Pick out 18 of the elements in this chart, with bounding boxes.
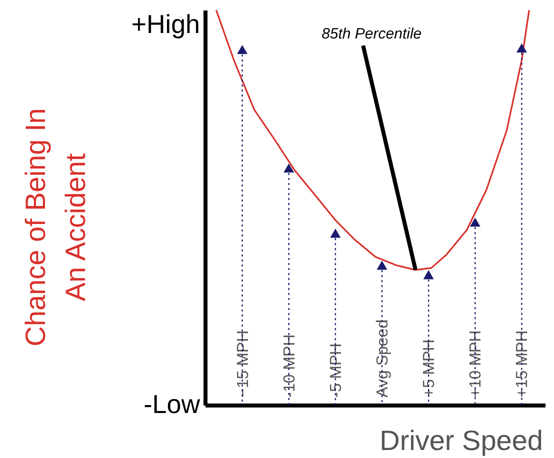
- x-tick-label: +15 MPH: [514, 330, 532, 398]
- x-axis-title: Driver Speed: [380, 425, 543, 456]
- point: [423, 270, 434, 280]
- x-tick-label: -5 MPH: [328, 343, 345, 398]
- x-tick-label: −15 MPH: [234, 330, 252, 398]
- point: [376, 260, 388, 270]
- x-tick-label: +10 MPH: [468, 330, 485, 398]
- annotation: 85th Percentile: [322, 26, 422, 43]
- point: [516, 43, 527, 52]
- x-tick-label: -10 MPH: [281, 334, 298, 398]
- point: [470, 218, 480, 227]
- y-axis-title: Chance of Being In An Accident: [20, 108, 91, 346]
- text: -Low: [144, 389, 200, 419]
- point: [330, 228, 341, 238]
- text: +High: [131, 9, 200, 39]
- point: [237, 44, 248, 54]
- point: [284, 163, 294, 173]
- x-tick-label: Avg Speed: [374, 320, 392, 398]
